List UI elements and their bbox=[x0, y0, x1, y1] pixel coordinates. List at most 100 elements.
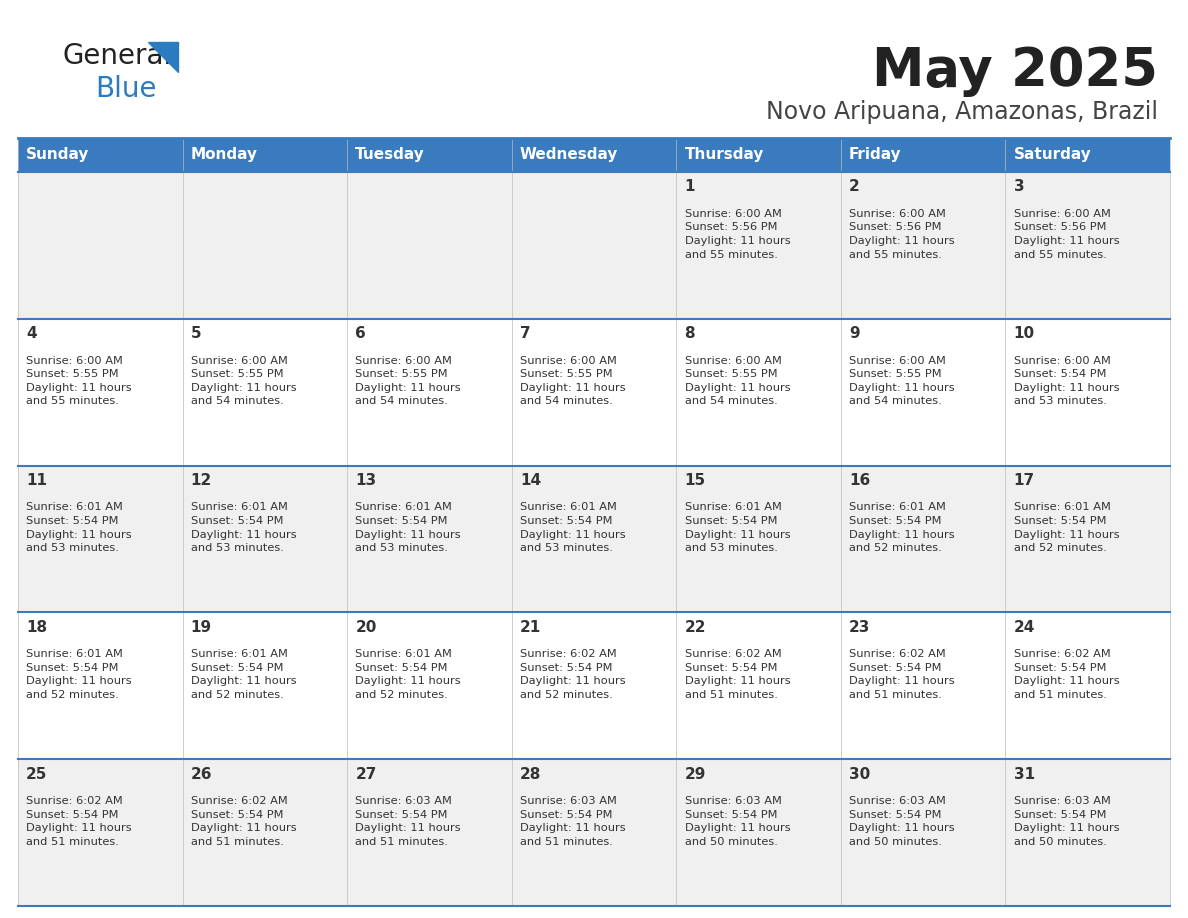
Text: Monday: Monday bbox=[191, 148, 258, 162]
Text: Novo Aripuana, Amazonas, Brazil: Novo Aripuana, Amazonas, Brazil bbox=[766, 100, 1158, 124]
Text: Thursday: Thursday bbox=[684, 148, 764, 162]
Bar bbox=[841, 319, 1005, 465]
Text: Sunrise: 6:03 AM
Sunset: 5:54 PM
Daylight: 11 hours
and 51 minutes.: Sunrise: 6:03 AM Sunset: 5:54 PM Dayligh… bbox=[520, 796, 626, 846]
Text: Sunrise: 6:01 AM
Sunset: 5:54 PM
Daylight: 11 hours
and 53 minutes.: Sunrise: 6:01 AM Sunset: 5:54 PM Dayligh… bbox=[191, 502, 297, 554]
Text: 27: 27 bbox=[355, 767, 377, 781]
Text: Sunrise: 6:01 AM
Sunset: 5:54 PM
Daylight: 11 hours
and 53 minutes.: Sunrise: 6:01 AM Sunset: 5:54 PM Dayligh… bbox=[520, 502, 626, 554]
Text: Sunrise: 6:03 AM
Sunset: 5:54 PM
Daylight: 11 hours
and 50 minutes.: Sunrise: 6:03 AM Sunset: 5:54 PM Dayligh… bbox=[684, 796, 790, 846]
Bar bbox=[1005, 465, 1170, 612]
Text: 23: 23 bbox=[849, 620, 871, 634]
Text: 10: 10 bbox=[1013, 326, 1035, 341]
Bar bbox=[841, 172, 1005, 319]
Bar bbox=[347, 465, 512, 612]
Text: Blue: Blue bbox=[95, 75, 157, 103]
Text: Sunrise: 6:01 AM
Sunset: 5:54 PM
Daylight: 11 hours
and 52 minutes.: Sunrise: 6:01 AM Sunset: 5:54 PM Dayligh… bbox=[191, 649, 297, 700]
Text: 8: 8 bbox=[684, 326, 695, 341]
Text: Sunday: Sunday bbox=[26, 148, 89, 162]
Text: 3: 3 bbox=[1013, 179, 1024, 195]
Bar bbox=[512, 465, 676, 612]
Text: Sunrise: 6:02 AM
Sunset: 5:54 PM
Daylight: 11 hours
and 51 minutes.: Sunrise: 6:02 AM Sunset: 5:54 PM Dayligh… bbox=[1013, 649, 1119, 700]
Text: Sunrise: 6:02 AM
Sunset: 5:54 PM
Daylight: 11 hours
and 52 minutes.: Sunrise: 6:02 AM Sunset: 5:54 PM Dayligh… bbox=[520, 649, 626, 700]
Text: Sunrise: 6:00 AM
Sunset: 5:55 PM
Daylight: 11 hours
and 54 minutes.: Sunrise: 6:00 AM Sunset: 5:55 PM Dayligh… bbox=[520, 355, 626, 407]
Bar bbox=[183, 138, 347, 172]
Text: Sunrise: 6:01 AM
Sunset: 5:54 PM
Daylight: 11 hours
and 52 minutes.: Sunrise: 6:01 AM Sunset: 5:54 PM Dayligh… bbox=[849, 502, 955, 554]
Bar bbox=[18, 138, 183, 172]
Text: Sunrise: 6:00 AM
Sunset: 5:55 PM
Daylight: 11 hours
and 54 minutes.: Sunrise: 6:00 AM Sunset: 5:55 PM Dayligh… bbox=[191, 355, 297, 407]
Text: 5: 5 bbox=[191, 326, 202, 341]
Bar bbox=[18, 172, 183, 319]
Text: 11: 11 bbox=[26, 473, 48, 488]
Text: 30: 30 bbox=[849, 767, 871, 781]
Text: Sunrise: 6:00 AM
Sunset: 5:55 PM
Daylight: 11 hours
and 55 minutes.: Sunrise: 6:00 AM Sunset: 5:55 PM Dayligh… bbox=[26, 355, 132, 407]
Text: Sunrise: 6:02 AM
Sunset: 5:54 PM
Daylight: 11 hours
and 51 minutes.: Sunrise: 6:02 AM Sunset: 5:54 PM Dayligh… bbox=[26, 796, 132, 846]
Text: Sunrise: 6:03 AM
Sunset: 5:54 PM
Daylight: 11 hours
and 50 minutes.: Sunrise: 6:03 AM Sunset: 5:54 PM Dayligh… bbox=[1013, 796, 1119, 846]
Text: 7: 7 bbox=[520, 326, 531, 341]
Text: Sunrise: 6:00 AM
Sunset: 5:56 PM
Daylight: 11 hours
and 55 minutes.: Sunrise: 6:00 AM Sunset: 5:56 PM Dayligh… bbox=[1013, 208, 1119, 260]
Text: 26: 26 bbox=[191, 767, 213, 781]
Text: 6: 6 bbox=[355, 326, 366, 341]
Text: 16: 16 bbox=[849, 473, 871, 488]
Text: 12: 12 bbox=[191, 473, 211, 488]
Text: General: General bbox=[62, 42, 171, 70]
Text: 19: 19 bbox=[191, 620, 211, 634]
Bar bbox=[676, 172, 841, 319]
Bar bbox=[676, 612, 841, 759]
Bar bbox=[1005, 172, 1170, 319]
Text: Sunrise: 6:00 AM
Sunset: 5:55 PM
Daylight: 11 hours
and 54 minutes.: Sunrise: 6:00 AM Sunset: 5:55 PM Dayligh… bbox=[849, 355, 955, 407]
Bar bbox=[1005, 612, 1170, 759]
Text: Wednesday: Wednesday bbox=[520, 148, 618, 162]
Bar bbox=[1005, 319, 1170, 465]
Text: Sunrise: 6:02 AM
Sunset: 5:54 PM
Daylight: 11 hours
and 51 minutes.: Sunrise: 6:02 AM Sunset: 5:54 PM Dayligh… bbox=[849, 649, 955, 700]
Bar bbox=[183, 612, 347, 759]
Bar bbox=[18, 465, 183, 612]
Text: Sunrise: 6:01 AM
Sunset: 5:54 PM
Daylight: 11 hours
and 52 minutes.: Sunrise: 6:01 AM Sunset: 5:54 PM Dayligh… bbox=[1013, 502, 1119, 554]
Bar bbox=[841, 465, 1005, 612]
Text: Sunrise: 6:03 AM
Sunset: 5:54 PM
Daylight: 11 hours
and 51 minutes.: Sunrise: 6:03 AM Sunset: 5:54 PM Dayligh… bbox=[355, 796, 461, 846]
Text: 18: 18 bbox=[26, 620, 48, 634]
Text: Sunrise: 6:01 AM
Sunset: 5:54 PM
Daylight: 11 hours
and 53 minutes.: Sunrise: 6:01 AM Sunset: 5:54 PM Dayligh… bbox=[26, 502, 132, 554]
Text: Sunrise: 6:02 AM
Sunset: 5:54 PM
Daylight: 11 hours
and 51 minutes.: Sunrise: 6:02 AM Sunset: 5:54 PM Dayligh… bbox=[684, 649, 790, 700]
Text: 20: 20 bbox=[355, 620, 377, 634]
Text: 28: 28 bbox=[520, 767, 542, 781]
Text: 1: 1 bbox=[684, 179, 695, 195]
Bar bbox=[841, 138, 1005, 172]
Text: Sunrise: 6:01 AM
Sunset: 5:54 PM
Daylight: 11 hours
and 53 minutes.: Sunrise: 6:01 AM Sunset: 5:54 PM Dayligh… bbox=[355, 502, 461, 554]
Text: Sunrise: 6:00 AM
Sunset: 5:56 PM
Daylight: 11 hours
and 55 minutes.: Sunrise: 6:00 AM Sunset: 5:56 PM Dayligh… bbox=[849, 208, 955, 260]
Bar bbox=[183, 319, 347, 465]
Text: Tuesday: Tuesday bbox=[355, 148, 425, 162]
Text: Sunrise: 6:02 AM
Sunset: 5:54 PM
Daylight: 11 hours
and 51 minutes.: Sunrise: 6:02 AM Sunset: 5:54 PM Dayligh… bbox=[191, 796, 297, 846]
Text: Sunrise: 6:00 AM
Sunset: 5:56 PM
Daylight: 11 hours
and 55 minutes.: Sunrise: 6:00 AM Sunset: 5:56 PM Dayligh… bbox=[684, 208, 790, 260]
Bar bbox=[183, 172, 347, 319]
Text: 17: 17 bbox=[1013, 473, 1035, 488]
Bar bbox=[183, 465, 347, 612]
Bar bbox=[18, 759, 183, 906]
Bar bbox=[347, 172, 512, 319]
Bar bbox=[841, 612, 1005, 759]
Text: 21: 21 bbox=[520, 620, 542, 634]
Bar bbox=[1005, 138, 1170, 172]
Bar bbox=[512, 612, 676, 759]
Bar bbox=[347, 759, 512, 906]
Text: Sunrise: 6:03 AM
Sunset: 5:54 PM
Daylight: 11 hours
and 50 minutes.: Sunrise: 6:03 AM Sunset: 5:54 PM Dayligh… bbox=[849, 796, 955, 846]
Text: 24: 24 bbox=[1013, 620, 1035, 634]
Bar bbox=[18, 319, 183, 465]
Text: Sunrise: 6:00 AM
Sunset: 5:55 PM
Daylight: 11 hours
and 54 minutes.: Sunrise: 6:00 AM Sunset: 5:55 PM Dayligh… bbox=[684, 355, 790, 407]
Text: 15: 15 bbox=[684, 473, 706, 488]
Text: 29: 29 bbox=[684, 767, 706, 781]
Bar bbox=[512, 319, 676, 465]
Text: Sunrise: 6:01 AM
Sunset: 5:54 PM
Daylight: 11 hours
and 52 minutes.: Sunrise: 6:01 AM Sunset: 5:54 PM Dayligh… bbox=[26, 649, 132, 700]
Text: May 2025: May 2025 bbox=[872, 45, 1158, 97]
Bar bbox=[347, 138, 512, 172]
Text: 2: 2 bbox=[849, 179, 860, 195]
Text: 31: 31 bbox=[1013, 767, 1035, 781]
Bar bbox=[676, 138, 841, 172]
Text: 9: 9 bbox=[849, 326, 860, 341]
Bar bbox=[1005, 759, 1170, 906]
Bar bbox=[183, 759, 347, 906]
Text: Sunrise: 6:01 AM
Sunset: 5:54 PM
Daylight: 11 hours
and 53 minutes.: Sunrise: 6:01 AM Sunset: 5:54 PM Dayligh… bbox=[684, 502, 790, 554]
Text: Sunrise: 6:01 AM
Sunset: 5:54 PM
Daylight: 11 hours
and 52 minutes.: Sunrise: 6:01 AM Sunset: 5:54 PM Dayligh… bbox=[355, 649, 461, 700]
Text: 13: 13 bbox=[355, 473, 377, 488]
Bar bbox=[347, 319, 512, 465]
Bar bbox=[512, 172, 676, 319]
Polygon shape bbox=[148, 42, 178, 72]
